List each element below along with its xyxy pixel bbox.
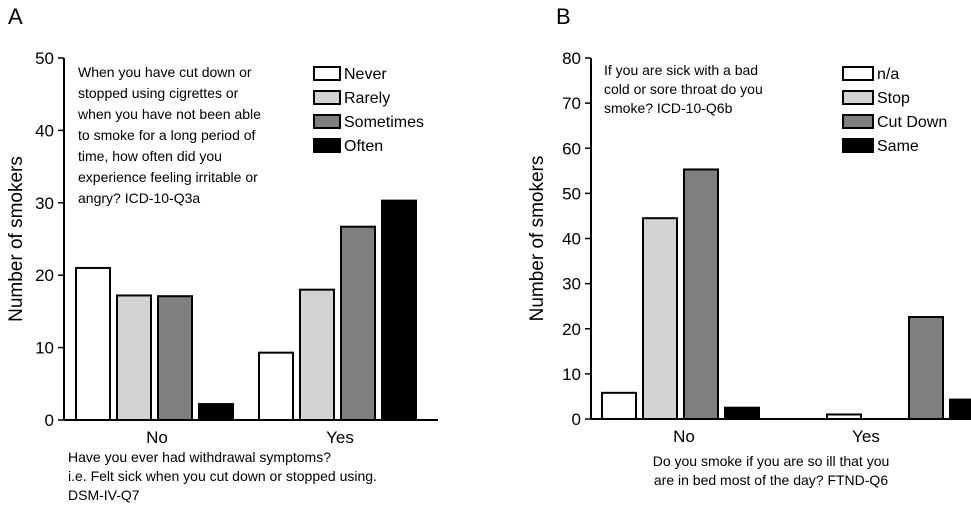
panel-a-category-label: Yes [326,428,354,447]
panel-b-y-tick-label: 30 [562,275,581,294]
panel-b-x-caption-line: are in bed most of the day? FTND-Q6 [654,472,888,488]
panel-a-legend-swatch [313,90,341,105]
panel-a-bar-sometimes-no [157,295,193,422]
panel-a-legend-swatch [313,114,341,129]
panel-b-category-label: No [673,427,695,446]
chart-panel-b: 0 10 20 30 40 50 60 70 80 Number of smokers No Yes I… [527,49,971,488]
panel-a-y-tick-label: 50 [35,49,54,68]
panel-b-y-tick-label: 70 [562,94,581,113]
panel-b-bar-n-a-yes [826,413,862,420]
panel-letter-b: B [556,4,571,29]
panel-a-annotation-line: time, how often did you [78,148,222,164]
panel-a-legend-swatch [313,66,341,81]
panel-b-y-tick-label: 0 [572,410,581,429]
panel-b-legend-label: n/a [877,66,899,83]
panel-b-legend-label: Cut Down [877,114,947,131]
panel-b-y-tick-label: 40 [562,230,581,249]
panel-b-legend-swatch [842,66,874,81]
panel-a-y-tick-label: 30 [35,194,54,213]
panel-b-legend-label: Stop [877,90,910,107]
panel-b-category-label: Yes [852,427,880,446]
panel-a-y-tick-label: 40 [35,121,54,140]
panel-b-bar-n-a-no [601,391,637,421]
panel-a-y-axis-label: Number of smokers [6,156,27,322]
panel-b-bar-stop-no [642,217,678,420]
panel-a-legend-label: Sometimes [344,114,424,131]
panel-a-x-caption-line: i.e. Felt sick when you cut down or stop… [68,468,377,484]
panel-a-x-caption-line: Have you ever had withdrawal symptoms? [68,449,331,465]
panel-a-annotation-line: when you have not been able [77,106,261,122]
panel-a-bar-rarely-no [116,294,152,421]
panel-b-y-tick-label: 80 [562,49,581,68]
panel-b-annotation-line: If you are sick with a bad [604,62,758,78]
panel-a-category-label: No [146,428,168,447]
panel-b-x-caption-line: Do you smoke if you are so ill that you [653,453,890,469]
panel-b-bar-same-yes [949,398,971,421]
panel-a-bar-often-yes [381,199,417,421]
panel-a-annotation-line: stopped using cigrettes or [78,85,239,101]
panel-b-legend-swatch [842,90,874,105]
panel-a-bar-never-no [75,266,111,421]
panel-a-y-tick-label: 20 [35,266,54,285]
panel-b-bar-cut-down-no [683,168,719,420]
panel-a-y-tick-label: 0 [45,411,54,430]
panel-a-annotation-line: to smoke for a long period of [78,127,256,143]
panel-b-y-tick-label: 60 [562,139,581,158]
panel-b-annotation-line: cold or sore throat do you [604,81,763,97]
panel-a-bar-sometimes-yes [340,225,376,421]
panel-a-x-caption-line: DSM-IV-Q7 [68,487,140,503]
panel-b-bar-same-no [724,406,760,420]
panel-b-y-axis-label: Number of smokers [527,156,548,322]
panel-a-annotation-line: When you have cut down or [78,64,252,80]
panel-a-legend-label: Often [344,138,383,155]
panel-b-y-tick-label: 10 [562,365,581,384]
panel-b-annotation-line: smoke? ICD-10-Q6b [604,100,733,116]
panel-a-bar-often-no [198,403,234,421]
panel-b-bar-cut-down-yes [908,316,944,420]
panel-a-y-tick-label: 10 [35,339,54,358]
panel-b-y-tick-label: 50 [562,184,581,203]
panel-b-legend-label: Same [877,138,919,155]
panel-b-legend-swatch [842,138,874,153]
panel-a-legend-label: Rarely [344,90,390,107]
panel-a-legend-swatch [313,138,341,153]
panel-b-y-tick-label: 20 [562,320,581,339]
panel-a-legend-label: Never [344,66,387,83]
chart-panel-a: 0 10 20 30 40 50 Number of smokers No Yes When yo… [6,49,438,503]
panel-a-bar-rarely-yes [299,288,335,421]
panel-a-annotation-line: experience feeling irritable or [78,169,258,185]
panel-a-annotation-line: angry? ICD-10-Q3a [78,190,200,206]
panel-letter-a: A [8,4,23,29]
panel-a-bar-never-yes [258,351,294,421]
panel-b-legend-swatch [842,114,874,129]
